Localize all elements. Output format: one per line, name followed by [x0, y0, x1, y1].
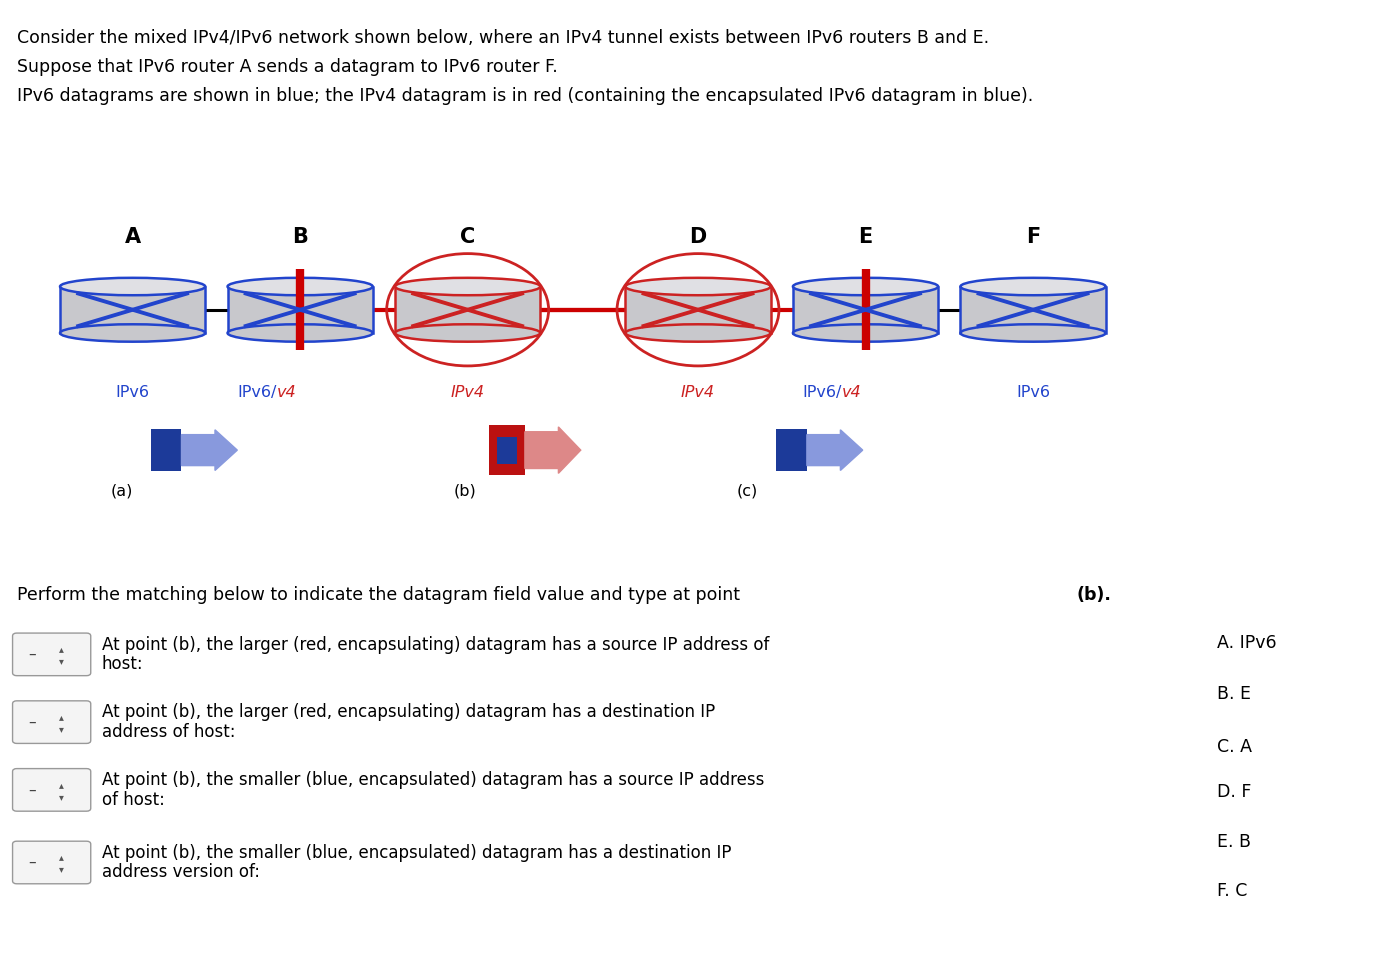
Text: B. E: B. E: [1217, 685, 1251, 703]
Text: At point (b), the larger (red, encapsulating) datagram has a destination IP: At point (b), the larger (red, encapsula…: [102, 704, 715, 721]
Text: Suppose that IPv6 router A sends a datagram to IPv6 router F.: Suppose that IPv6 router A sends a datag…: [17, 58, 557, 76]
FancyBboxPatch shape: [13, 769, 91, 811]
Text: IPv6/: IPv6/: [803, 385, 842, 400]
Text: –: –: [28, 647, 35, 662]
Text: (a): (a): [110, 484, 133, 499]
Text: (b): (b): [454, 484, 476, 499]
Ellipse shape: [625, 324, 771, 342]
Text: IPv6/: IPv6/: [237, 385, 276, 400]
Text: At point (b), the smaller (blue, encapsulated) datagram has a destination IP: At point (b), the smaller (blue, encapsu…: [102, 844, 732, 862]
Text: IPv6/v4: IPv6/v4: [271, 385, 329, 400]
FancyArrow shape: [525, 427, 581, 473]
Ellipse shape: [60, 324, 205, 342]
Text: –: –: [28, 782, 35, 798]
FancyBboxPatch shape: [793, 287, 938, 333]
Text: (c): (c): [737, 484, 758, 499]
Text: Perform the matching below to indicate the datagram field value and type at poin: Perform the matching below to indicate t…: [17, 586, 745, 604]
Ellipse shape: [228, 278, 373, 295]
Text: ▴: ▴: [59, 853, 64, 862]
Text: of host:: of host:: [102, 791, 165, 808]
Text: (b).: (b).: [1076, 586, 1111, 604]
FancyBboxPatch shape: [13, 701, 91, 743]
FancyBboxPatch shape: [13, 841, 91, 884]
FancyBboxPatch shape: [60, 287, 205, 333]
Text: A. IPv6: A. IPv6: [1217, 634, 1277, 651]
FancyBboxPatch shape: [395, 287, 540, 333]
FancyBboxPatch shape: [960, 287, 1106, 333]
Text: IPv4: IPv4: [451, 385, 484, 400]
Ellipse shape: [960, 278, 1106, 295]
Text: IPv6: IPv6: [116, 385, 149, 400]
Text: At point (b), the smaller (blue, encapsulated) datagram has a source IP address: At point (b), the smaller (blue, encapsu…: [102, 771, 764, 789]
Text: v4: v4: [276, 385, 296, 400]
Ellipse shape: [625, 278, 771, 295]
Text: ▾: ▾: [59, 656, 64, 666]
FancyBboxPatch shape: [625, 287, 771, 333]
Text: ▾: ▾: [59, 864, 64, 874]
FancyArrow shape: [807, 430, 863, 470]
Ellipse shape: [60, 278, 205, 295]
Text: F: F: [1026, 227, 1040, 247]
Text: C: C: [461, 227, 475, 247]
Text: IPv4: IPv4: [681, 385, 715, 400]
Text: v4: v4: [842, 385, 861, 400]
Ellipse shape: [793, 324, 938, 342]
Text: ▴: ▴: [59, 645, 64, 654]
Bar: [497, 437, 517, 464]
Text: C. A: C. A: [1217, 739, 1252, 756]
Ellipse shape: [395, 278, 540, 295]
Text: D: D: [690, 227, 706, 247]
Text: –: –: [28, 714, 35, 730]
Bar: [489, 425, 525, 475]
Text: A: A: [124, 227, 141, 247]
Text: –: –: [28, 855, 35, 870]
Text: IPv6 datagrams are shown in blue; the IPv4 datagram is in red (containing the en: IPv6 datagrams are shown in blue; the IP…: [17, 87, 1033, 106]
Text: E: E: [859, 227, 872, 247]
Text: host:: host:: [102, 655, 144, 673]
Ellipse shape: [960, 324, 1106, 342]
Bar: [151, 429, 181, 471]
Text: ▾: ▾: [59, 792, 64, 802]
Text: IPv6: IPv6: [1016, 385, 1050, 400]
FancyArrow shape: [181, 430, 237, 470]
Ellipse shape: [228, 324, 373, 342]
Ellipse shape: [793, 278, 938, 295]
Text: Consider the mixed IPv4/IPv6 network shown below, where an IPv4 tunnel exists be: Consider the mixed IPv4/IPv6 network sho…: [17, 29, 988, 47]
Text: F. C: F. C: [1217, 882, 1248, 899]
FancyBboxPatch shape: [228, 287, 373, 333]
Text: E. B: E. B: [1217, 833, 1251, 851]
Text: D. F: D. F: [1217, 783, 1252, 801]
Bar: [776, 429, 807, 471]
Ellipse shape: [395, 324, 540, 342]
Text: ▴: ▴: [59, 780, 64, 790]
FancyBboxPatch shape: [13, 633, 91, 676]
Text: At point (b), the larger (red, encapsulating) datagram has a source IP address o: At point (b), the larger (red, encapsula…: [102, 636, 769, 653]
Text: B: B: [292, 227, 309, 247]
Text: ▾: ▾: [59, 724, 64, 734]
Text: ▴: ▴: [59, 712, 64, 722]
Text: address version of:: address version of:: [102, 863, 260, 881]
Text: IPv6/v4: IPv6/v4: [836, 385, 895, 400]
Text: address of host:: address of host:: [102, 723, 236, 741]
